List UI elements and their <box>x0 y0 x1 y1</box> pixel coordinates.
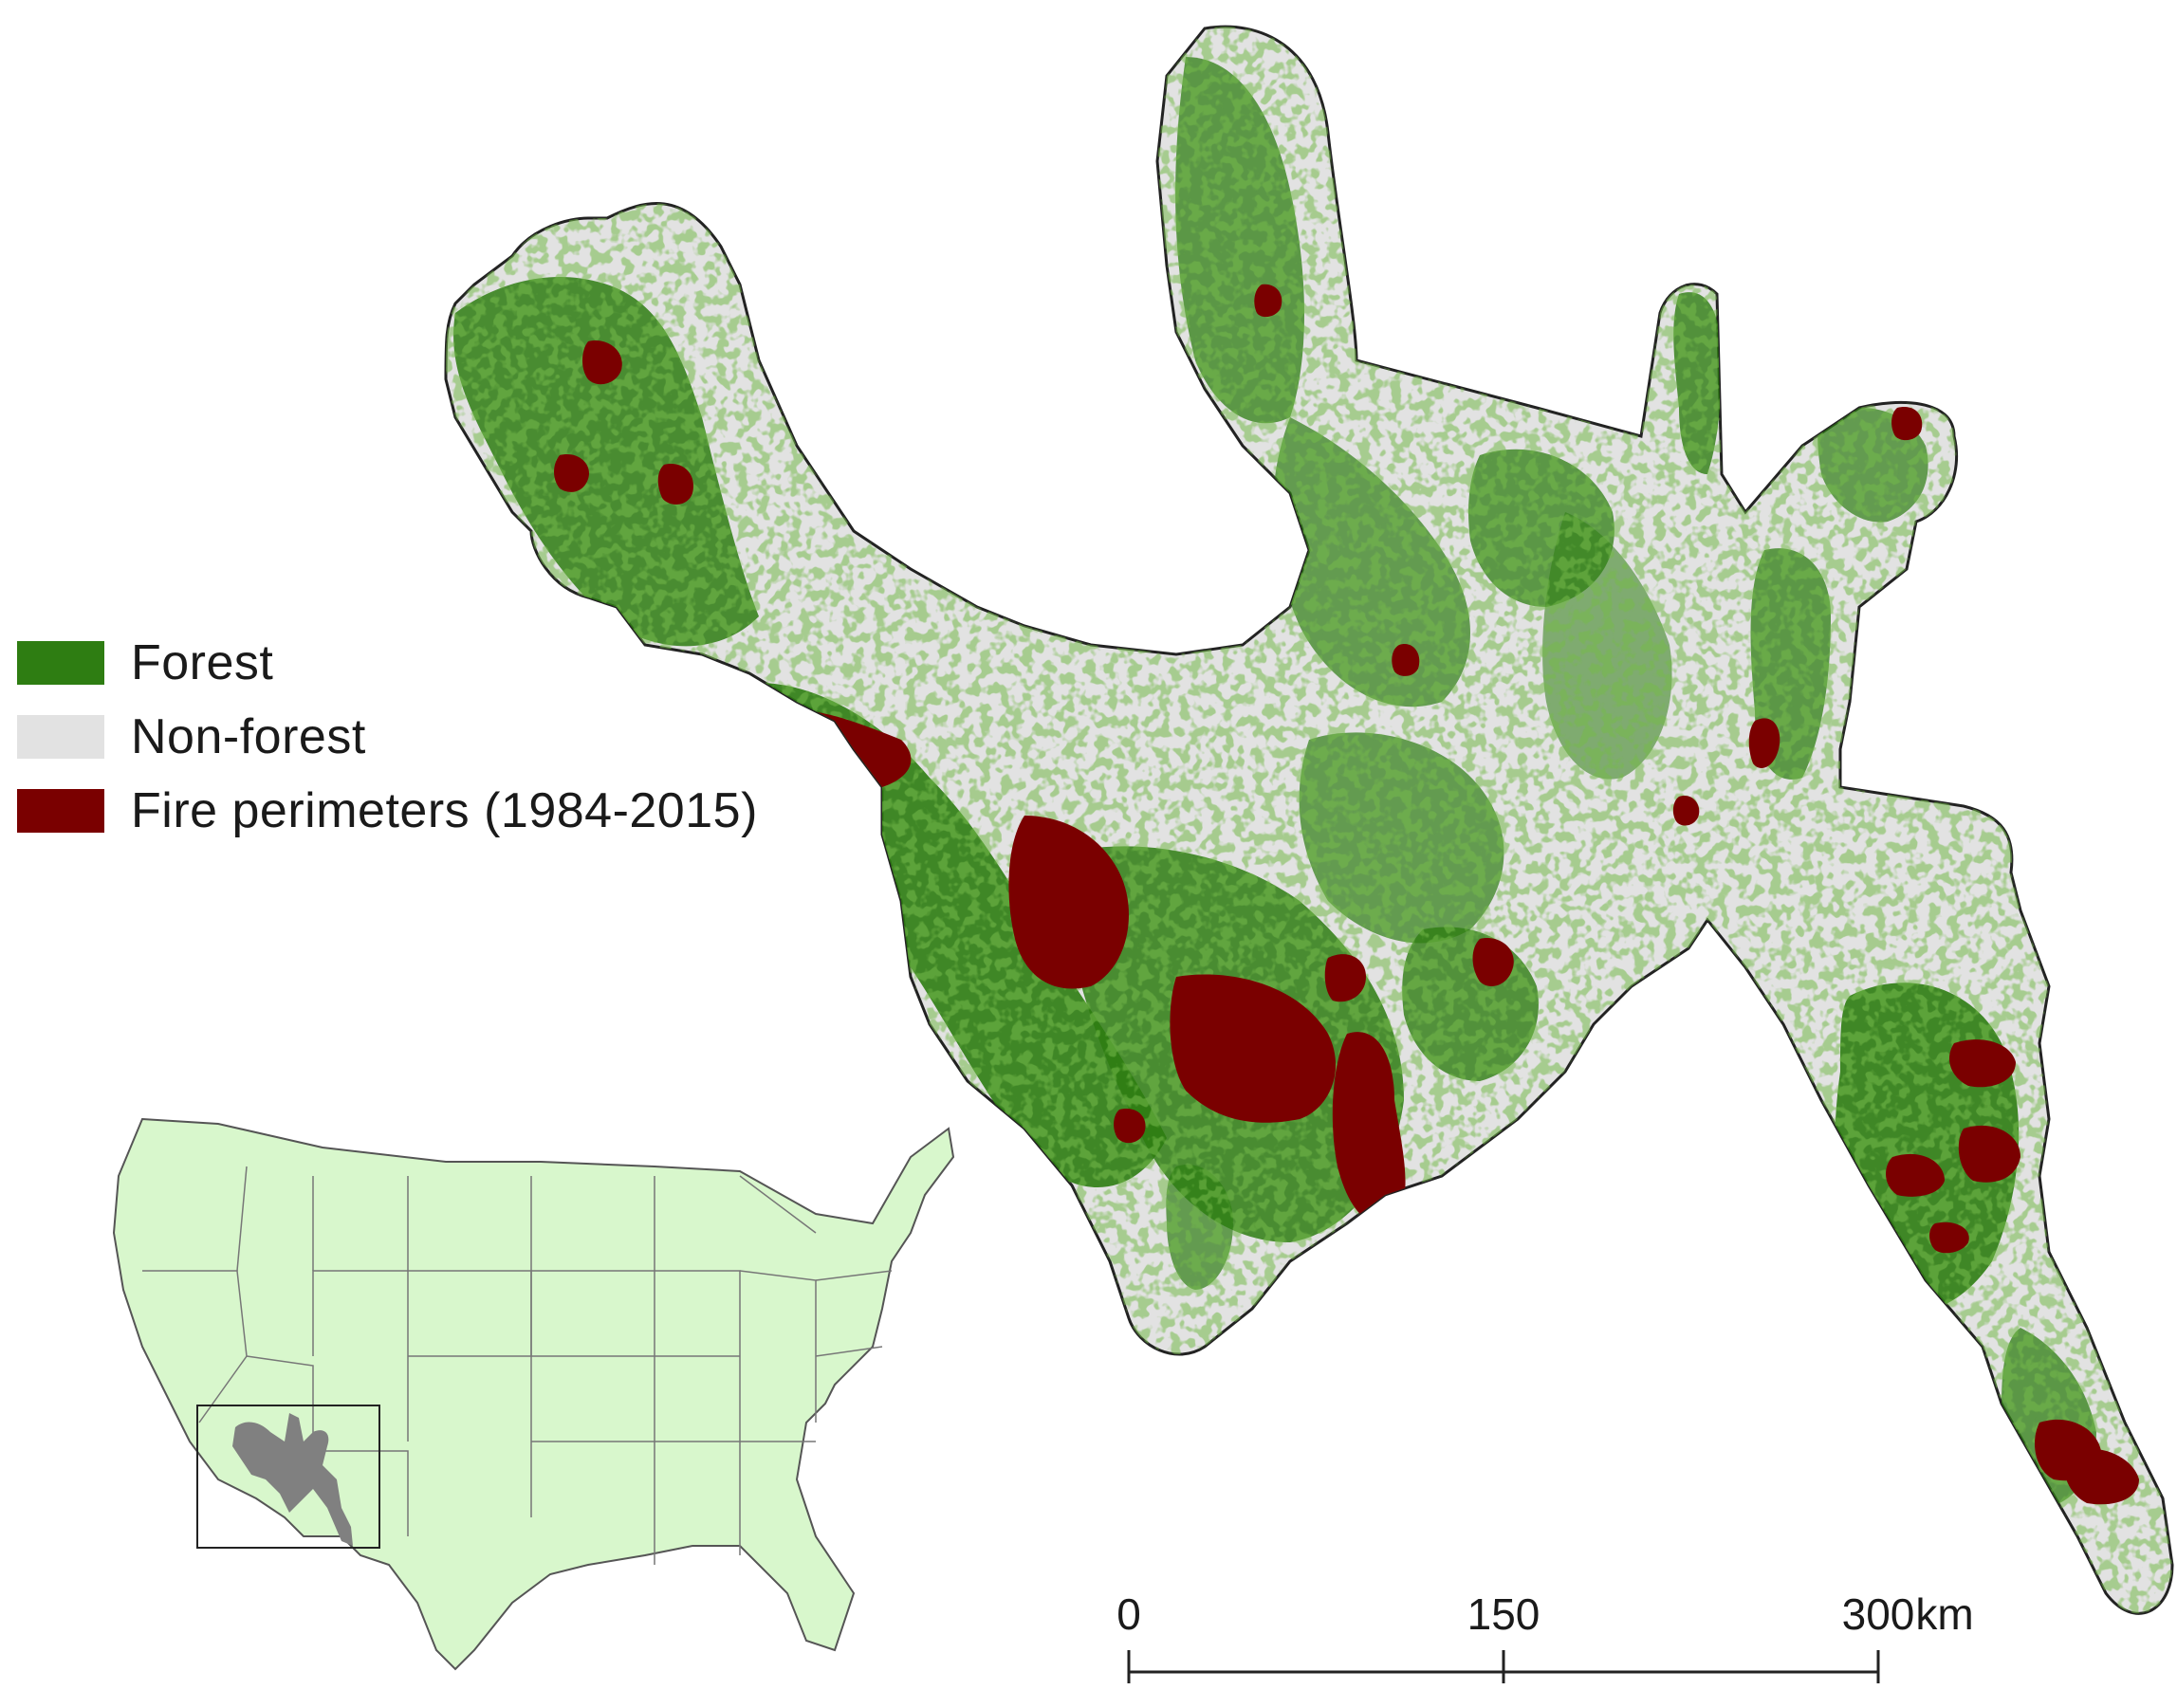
legend-item-forest: Forest <box>17 626 758 700</box>
map-legend: Forest Non-forest Fire perimeters (1984-… <box>17 626 758 848</box>
scale-label-150: 150 <box>1467 1589 1541 1639</box>
inset-us-outline <box>112 1117 955 1671</box>
legend-label-fire-perimeters: Fire perimeters (1984-2015) <box>131 783 758 838</box>
legend-label-forest: Forest <box>131 635 274 690</box>
inset-study-area <box>232 1413 353 1546</box>
scale-bar <box>1127 1650 1880 1683</box>
scale-unit-label: km <box>1915 1589 1973 1639</box>
legend-label-non-forest: Non-forest <box>131 709 366 764</box>
inset-state-lines <box>142 1166 893 1565</box>
inset-map <box>112 1117 955 1671</box>
legend-item-non-forest: Non-forest <box>17 700 758 774</box>
inset-highlight-box <box>196 1405 380 1549</box>
scale-label-300: 300 <box>1842 1589 1915 1639</box>
legend-swatch-fire-perimeters <box>17 789 104 833</box>
legend-item-fire-perimeters: Fire perimeters (1984-2015) <box>17 774 758 848</box>
scale-label-0: 0 <box>1116 1589 1141 1639</box>
legend-swatch-forest <box>17 641 104 685</box>
legend-swatch-non-forest <box>17 715 104 759</box>
fire-perimeters <box>554 284 2139 1505</box>
